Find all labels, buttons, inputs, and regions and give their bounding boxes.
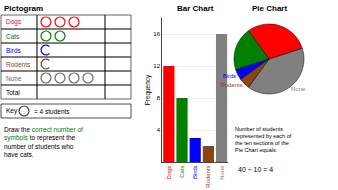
svg-text:Rodents: Rodents <box>205 165 211 187</box>
svg-text:4: 4 <box>157 127 161 133</box>
svg-text:Frequency: Frequency <box>144 74 152 105</box>
svg-text:Cats: Cats <box>179 165 185 177</box>
svg-text:Number of studentsrepresented: Number of studentsrepresented by each of… <box>235 126 292 153</box>
svg-text:Draw the correct number ofsymb: Draw the correct number ofsymbols to rep… <box>4 126 83 158</box>
svg-text:Total: Total <box>6 89 20 96</box>
svg-text:None: None <box>219 165 225 180</box>
svg-text:Rodents: Rodents <box>220 82 242 88</box>
svg-text:None: None <box>291 86 306 92</box>
svg-text:Bar Chart: Bar Chart <box>177 4 214 13</box>
svg-text:12: 12 <box>153 63 160 69</box>
svg-text:Key: Key <box>6 107 18 115</box>
svg-text:Cats: Cats <box>6 33 20 40</box>
svg-text:= 4 students: = 4 students <box>34 108 70 115</box>
svg-text:16: 16 <box>153 31 160 37</box>
svg-text:Pictogram: Pictogram <box>4 4 43 13</box>
svg-text:Birds: Birds <box>223 73 237 79</box>
svg-text:Dogs: Dogs <box>166 165 172 179</box>
svg-text:40 ÷ 10 = 4: 40 ÷ 10 = 4 <box>238 166 273 173</box>
svg-text:Birds: Birds <box>192 165 198 179</box>
svg-text:None: None <box>6 75 22 82</box>
svg-text:Dogs: Dogs <box>6 18 22 26</box>
svg-text:8: 8 <box>157 95 161 101</box>
svg-text:Pie Chart: Pie Chart <box>252 4 287 13</box>
svg-text:Rodents: Rodents <box>6 61 31 68</box>
svg-text:Birds: Birds <box>6 47 22 54</box>
